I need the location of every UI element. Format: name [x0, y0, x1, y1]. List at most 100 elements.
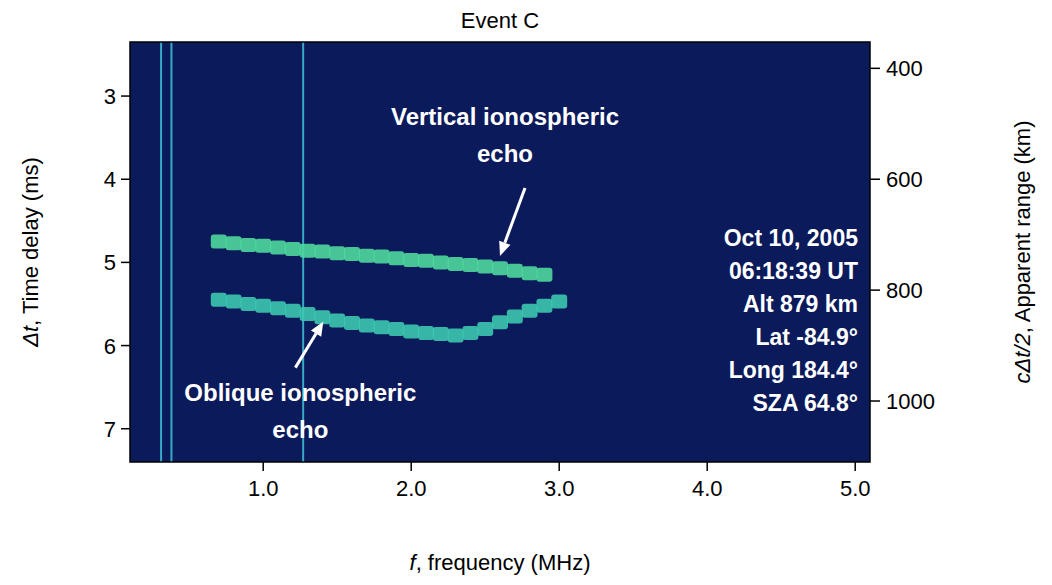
axis-words: , Time delay (ms): [18, 157, 43, 326]
y2-tick: [870, 68, 880, 70]
echo-point: [300, 307, 316, 321]
echo-point: [536, 299, 552, 313]
echo-point: [255, 299, 271, 313]
y2-tick-label: 800: [886, 278, 923, 303]
echo-point: [329, 314, 345, 328]
x-tick-label: 4.0: [692, 476, 723, 501]
echo-point: [403, 324, 419, 338]
echo-point: [285, 242, 301, 256]
info-text: Long 184.4°: [729, 357, 858, 383]
y2-tick-label: 1000: [886, 389, 935, 414]
x-tick-label: 3.0: [544, 476, 575, 501]
echo-point: [270, 301, 286, 315]
x-tick-label: 2.0: [396, 476, 427, 501]
echo-point: [270, 240, 286, 254]
echo-point: [433, 327, 449, 341]
echo-point: [374, 250, 390, 264]
annotation-text: echo: [477, 140, 533, 167]
echo-point: [329, 246, 345, 260]
y2-tick: [870, 400, 880, 402]
echo-point: [507, 264, 523, 278]
y2-axis-title: cΔt/2, Apparent range (km): [1010, 120, 1035, 383]
echo-point: [477, 260, 493, 274]
y-tick-label: 4: [104, 167, 116, 192]
info-text: SZA 64.8°: [753, 390, 859, 416]
echo-point: [477, 322, 493, 336]
chart-title: Event C: [461, 8, 539, 33]
annotation-arrow: [295, 322, 323, 368]
axis-symbol: Δt: [18, 325, 43, 348]
echo-point: [462, 258, 478, 272]
y2-tick: [870, 178, 880, 180]
y-tick-label: 5: [104, 250, 116, 275]
echo-point: [522, 266, 538, 280]
arrow-shaft: [505, 188, 525, 243]
x-tick: [706, 462, 708, 471]
y2-tick: [870, 289, 880, 291]
arrow-shaft: [295, 334, 316, 368]
axis-words: , frequency (MHz): [416, 550, 591, 575]
echo-point: [300, 244, 316, 258]
axis-symbol: cΔt/2: [1010, 333, 1035, 383]
echo-point: [403, 253, 419, 267]
x-tick: [854, 462, 856, 471]
echo-point: [255, 239, 271, 253]
x-tick: [262, 462, 264, 471]
y-tick-label: 6: [104, 334, 116, 359]
info-text: Oct 10, 2005: [724, 225, 858, 251]
echo-point: [433, 255, 449, 269]
x-tick-label: 1.0: [248, 476, 279, 501]
y-tick-label: 3: [104, 84, 116, 109]
y-tick: [121, 262, 130, 264]
echo-point: [240, 297, 256, 311]
x-axis-title: f, frequency (MHz): [410, 550, 591, 575]
echo-point: [492, 315, 508, 329]
echo-point: [314, 245, 330, 259]
x-tick: [558, 462, 560, 471]
interference-line: [170, 42, 172, 462]
echo-point: [285, 304, 301, 318]
echo-point: [522, 304, 538, 318]
annotation-text: Oblique ionospheric: [184, 379, 416, 406]
echo-trace: [211, 235, 553, 282]
echo-point: [344, 316, 360, 330]
y-tick: [121, 428, 130, 430]
y2-tick-label: 400: [886, 56, 923, 81]
info-text: Lat -84.9°: [755, 324, 858, 350]
y-tick: [121, 95, 130, 97]
echo-point: [314, 310, 330, 324]
plot-background: [130, 42, 870, 462]
echo-point: [359, 249, 375, 263]
info-text: 06:18:39 UT: [729, 258, 858, 284]
y-tick: [121, 345, 130, 347]
chart-root: 1.0 2.0 3.0 4.0 5.0 3 4 5 6 7 400 600 800 1000 Event C…: [0, 0, 1052, 585]
arrow-head: [311, 322, 323, 337]
y-axis-title: Δt, Time delay (ms): [18, 157, 43, 348]
echo-point: [226, 236, 242, 250]
chart: 1.0 2.0 3.0 4.0 5.0 3 4 5 6 7 400 600 800 1000 Event C…: [0, 0, 1052, 585]
echo-point: [418, 254, 434, 268]
plot-frame: [130, 42, 870, 462]
interference-line: [160, 42, 162, 462]
echo-point: [462, 326, 478, 340]
annotation-text: Vertical ionospheric: [391, 103, 619, 130]
echo-point: [448, 329, 464, 343]
echo-point: [388, 251, 404, 265]
echo-point: [536, 268, 552, 282]
echo-point: [211, 293, 227, 307]
axis-words: , Apparent range (km): [1010, 120, 1035, 333]
echo-point: [344, 247, 360, 261]
echo-point: [374, 320, 390, 334]
x-tick: [410, 462, 412, 471]
x-tick-label: 5.0: [840, 476, 871, 501]
y-tick: [121, 178, 130, 180]
y-tick-label: 7: [104, 417, 116, 442]
echo-point: [492, 261, 508, 275]
y2-tick-label: 600: [886, 167, 923, 192]
annotation-text: echo: [272, 416, 328, 443]
echo-point: [418, 326, 434, 340]
arrow-head: [499, 241, 510, 256]
echo-point: [551, 294, 567, 308]
annotation-arrow: [499, 188, 525, 256]
echo-point: [226, 294, 242, 308]
